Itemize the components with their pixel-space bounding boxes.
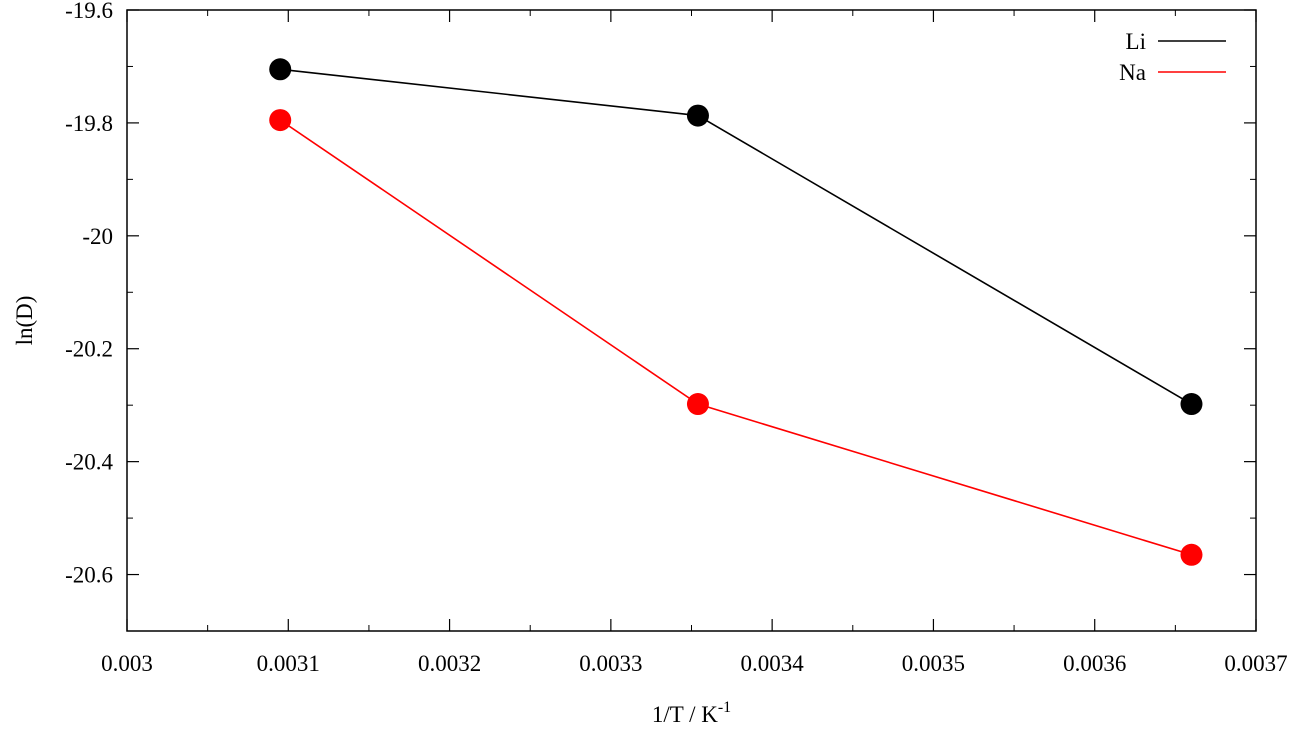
x-tick-label: 0.0035 <box>902 651 965 676</box>
y-tick-label: -20.6 <box>65 563 113 588</box>
axes-layer: 0.003 0.0031 0.0032 0.0033 0.0034 0.0035 0.003… <box>65 0 1288 676</box>
x-tick-label: 0.0037 <box>1224 651 1287 676</box>
data-point-na <box>686 393 709 416</box>
series-layer <box>269 58 1203 566</box>
x-tick-label: 0.0036 <box>1063 651 1126 676</box>
y-axis-title: ln(D) <box>12 296 37 346</box>
series-line-li <box>280 68 1192 405</box>
y-tick-label: -19.6 <box>65 0 113 23</box>
data-point-li <box>686 104 709 127</box>
data-point-na <box>269 109 292 132</box>
x-tick-label: 0.0034 <box>741 651 805 676</box>
x-tick-label: 0.0031 <box>257 651 320 676</box>
x-tick-label: 0.0033 <box>579 651 642 676</box>
x-axis-title-main: 1/T / K <box>652 702 718 726</box>
y-tick-label: -19.8 <box>65 111 113 136</box>
x-tick-label: 0.003 <box>101 651 153 676</box>
legend-label-li: Li <box>1126 29 1146 54</box>
series-line-na <box>279 119 1192 556</box>
x-tick-label: 0.0032 <box>418 651 481 676</box>
legend-label-na: Na <box>1119 60 1146 85</box>
data-point-li <box>269 58 292 81</box>
legend: Li Na <box>1119 29 1226 85</box>
y-tick-label: -20.4 <box>65 450 113 475</box>
plot-frame <box>126 9 1257 632</box>
data-point-na <box>1180 543 1203 566</box>
y-tick-label: -20.2 <box>65 337 113 362</box>
data-point-li <box>1180 393 1203 416</box>
x-axis-title-superscript: -1 <box>718 699 731 716</box>
y-tick-label: -20 <box>82 224 113 249</box>
x-axis-title: 1/T / K-1 <box>652 699 731 726</box>
